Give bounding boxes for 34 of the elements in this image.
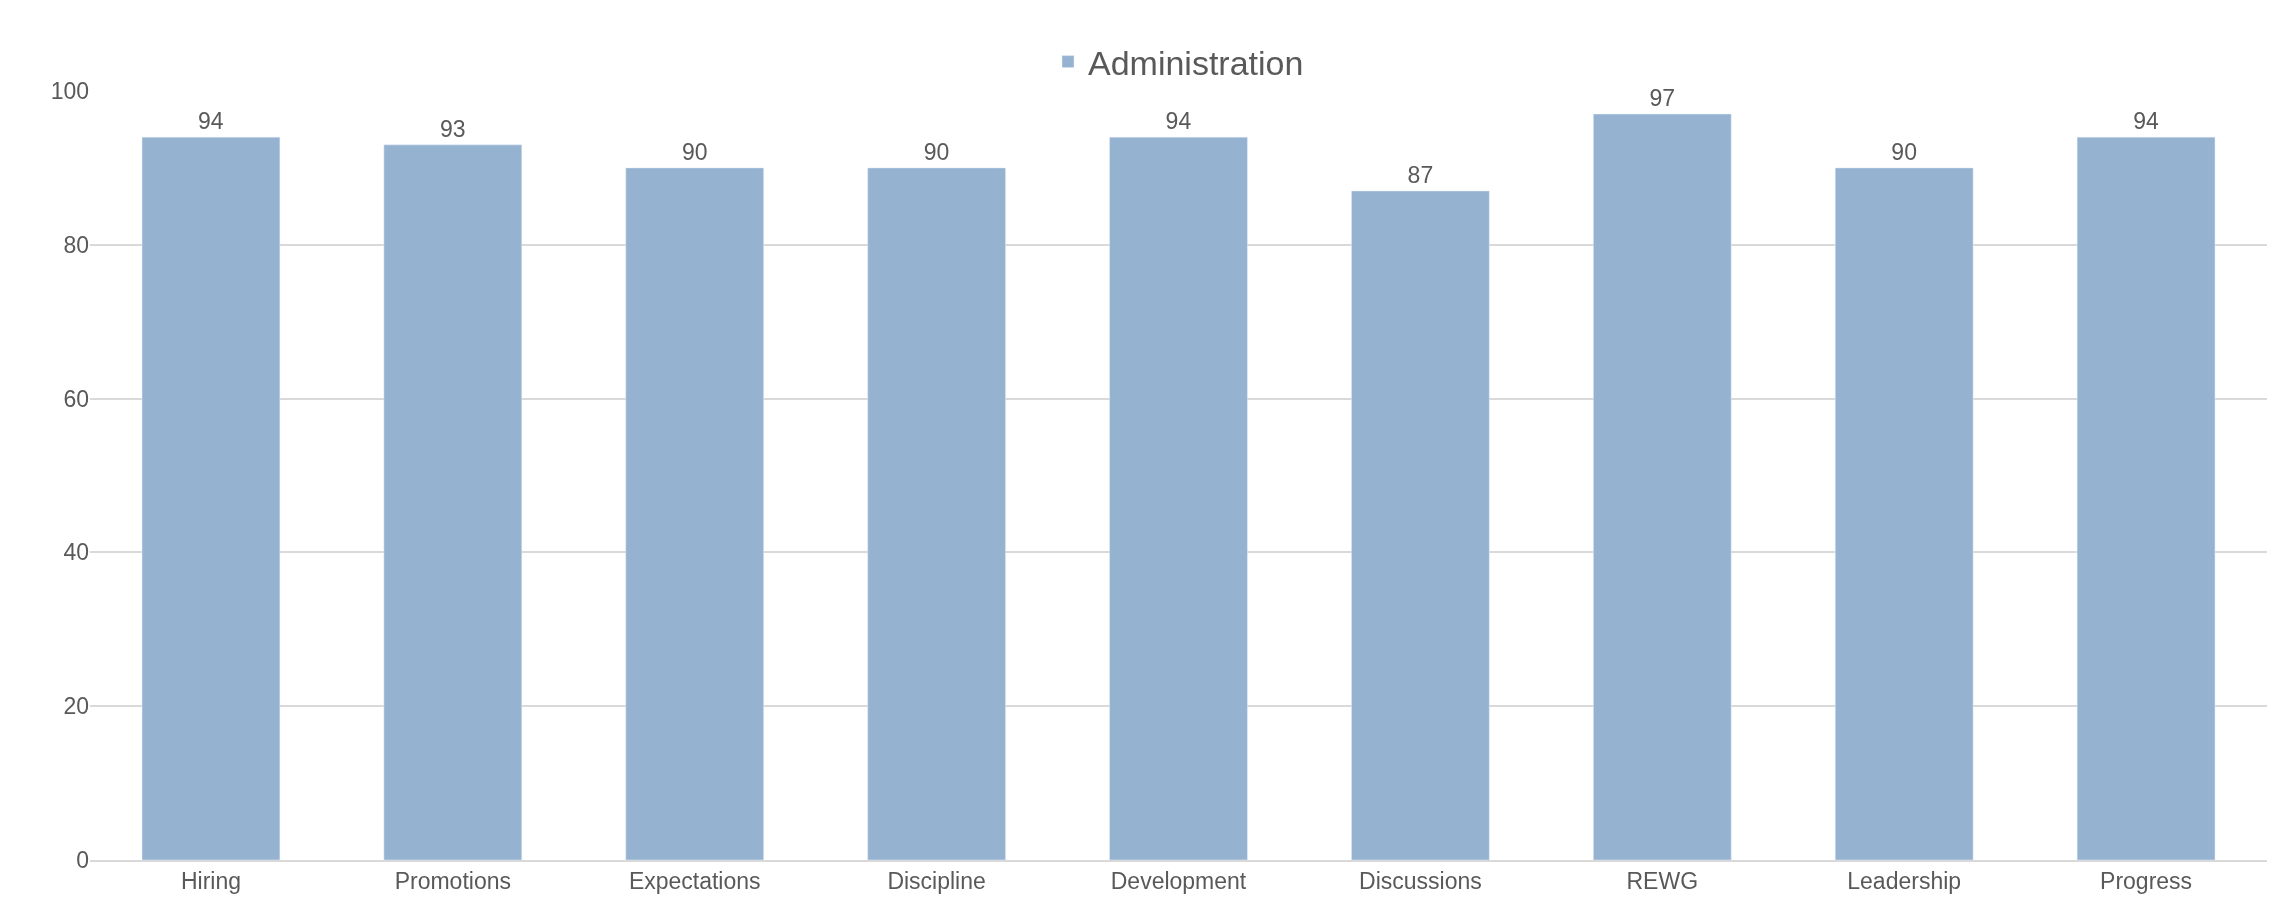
bar bbox=[383, 144, 523, 860]
bar bbox=[1834, 167, 1974, 860]
data-label: 90 bbox=[1891, 138, 1917, 165]
y-tick-label: 100 bbox=[50, 78, 89, 105]
x-tick-label: Discussions bbox=[1359, 868, 1482, 895]
x-tick-label: Promotions bbox=[394, 868, 511, 895]
y-tick-label: 0 bbox=[76, 847, 89, 874]
data-label: 97 bbox=[1649, 85, 1676, 112]
data-label: 93 bbox=[440, 115, 466, 142]
data-label: 87 bbox=[1407, 161, 1434, 188]
data-label: 90 bbox=[681, 138, 708, 165]
legend-label: Administration bbox=[1088, 43, 1304, 82]
data-label: 90 bbox=[923, 138, 950, 165]
data-label: 94 bbox=[2133, 108, 2159, 135]
bar bbox=[867, 167, 1006, 860]
bar bbox=[2076, 136, 2216, 860]
y-tick-label: 40 bbox=[63, 539, 89, 566]
data-label: 94 bbox=[1165, 108, 1192, 135]
bar bbox=[1593, 113, 1732, 860]
y-tick-label: 60 bbox=[63, 385, 89, 412]
y-tick-label: 80 bbox=[63, 231, 89, 258]
x-tick-label: Leadership bbox=[1847, 868, 1962, 895]
x-tick-label: REWG bbox=[1626, 868, 1699, 895]
bar bbox=[625, 167, 764, 860]
y-tick-label: 20 bbox=[63, 693, 89, 720]
x-tick-label: Development bbox=[1110, 868, 1247, 895]
x-tick-label: Discipline bbox=[887, 868, 986, 895]
bar bbox=[1109, 136, 1248, 860]
x-tick-label: Progress bbox=[2100, 868, 2193, 895]
bar bbox=[1351, 190, 1490, 860]
x-tick-label: Expectations bbox=[628, 868, 761, 895]
bar bbox=[141, 136, 281, 860]
x-tick-label: Hiring bbox=[180, 868, 241, 895]
data-label: 94 bbox=[198, 108, 224, 135]
